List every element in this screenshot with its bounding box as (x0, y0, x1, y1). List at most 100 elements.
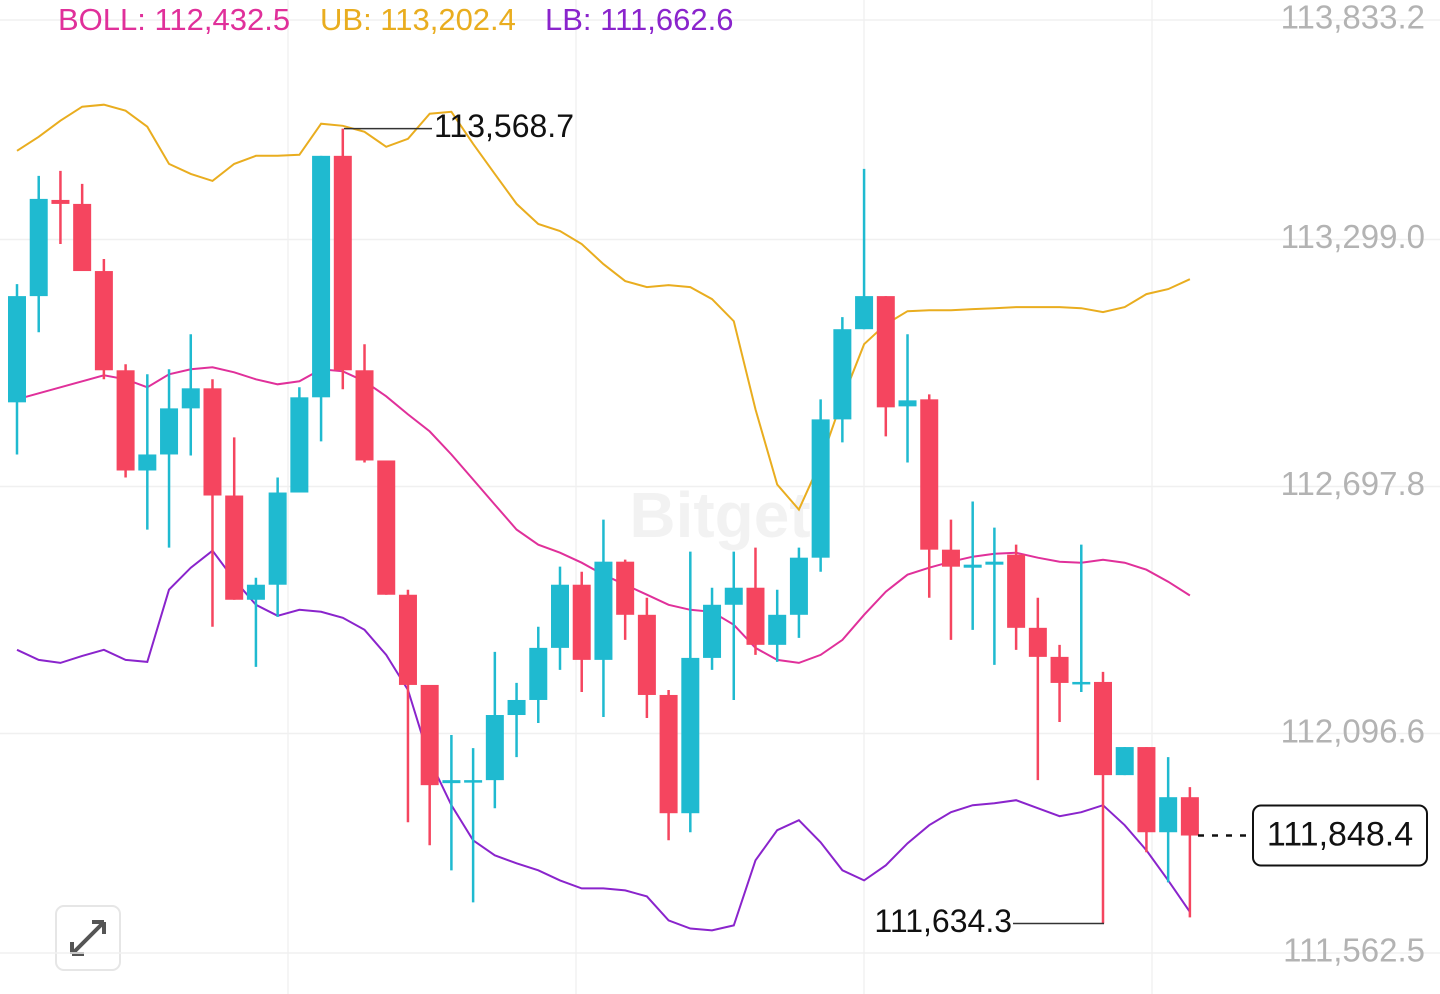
candle (985, 527, 1004, 665)
candle (1115, 747, 1134, 776)
candle (160, 369, 179, 548)
candle-body (51, 199, 70, 204)
y-tick-label: 112,697.8 (1281, 465, 1425, 502)
y-tick-label: 113,833.2 (1281, 0, 1425, 36)
candle (1050, 644, 1069, 722)
last-price-label: 111,848.4 (1267, 816, 1413, 854)
candle-body (398, 594, 417, 685)
candle (746, 547, 765, 655)
candle (116, 364, 135, 478)
candle (876, 296, 895, 437)
candle (594, 519, 613, 717)
candle (355, 344, 374, 463)
y-tick-label: 111,562.5 (1283, 932, 1425, 969)
candle-body (268, 492, 287, 585)
candle (420, 684, 439, 846)
candle-body (746, 587, 765, 645)
candle-body (181, 388, 200, 409)
candle-body (1094, 681, 1112, 776)
candle-body (789, 557, 808, 615)
candle (681, 551, 700, 833)
candle (203, 379, 222, 627)
candle (1137, 747, 1156, 853)
legend-item: UB: 113,202.4 (320, 2, 516, 37)
candle-body (464, 780, 483, 783)
candle-body (659, 694, 678, 814)
watermark: Bitget (629, 479, 810, 551)
candle-body (985, 561, 1004, 565)
candle-body (1159, 797, 1178, 833)
candle-body (8, 296, 26, 403)
candle-body (507, 699, 526, 716)
candle (616, 559, 635, 640)
candle-body (876, 296, 895, 408)
candle (268, 477, 287, 617)
candle (855, 168, 874, 330)
candle (246, 577, 265, 667)
candle (789, 547, 808, 638)
candle (724, 551, 743, 700)
candle-body (94, 271, 113, 371)
candle (485, 651, 504, 809)
candle (1159, 757, 1178, 883)
candle-body (681, 657, 700, 814)
candle-body (290, 397, 309, 493)
candle (138, 374, 157, 530)
candle-body (29, 198, 48, 297)
candle-body (160, 408, 179, 455)
candle-body (616, 561, 635, 615)
candle-body (833, 329, 852, 420)
candle-body (551, 584, 569, 648)
y-tick-label: 112,096.6 (1281, 712, 1425, 749)
candle-body (312, 155, 331, 398)
candle-body (855, 296, 874, 330)
candle-body (203, 388, 222, 496)
candle-body (138, 454, 157, 471)
candle-body (594, 561, 613, 660)
candle (29, 175, 48, 333)
candle-body (724, 587, 743, 605)
candle-body (703, 604, 722, 658)
candle-body (1028, 627, 1047, 657)
candle (1028, 597, 1047, 781)
candle-body (377, 460, 396, 595)
candle (1007, 544, 1026, 650)
candle (551, 566, 569, 670)
candle (637, 597, 656, 719)
candle-body (116, 370, 135, 471)
candle (507, 682, 526, 758)
candle (920, 394, 939, 598)
candle (333, 128, 352, 390)
candle-body (963, 564, 982, 568)
annotation-label: 111,634.3 (874, 903, 1012, 939)
candle-body (442, 780, 461, 784)
candle (51, 170, 70, 245)
candle-body (637, 614, 656, 695)
y-tick-label: 113,299.0 (1281, 218, 1425, 255)
candle-body (1137, 747, 1156, 833)
candle-body (1180, 797, 1199, 836)
band-line (16, 103, 1191, 512)
candle-body (333, 155, 352, 371)
expand-icon[interactable] (70, 920, 106, 956)
candle (290, 387, 309, 493)
legend-item: BOLL: 112,432.5 (58, 2, 290, 37)
candle (94, 259, 113, 380)
last-price-box (1252, 804, 1428, 867)
candle (377, 460, 396, 595)
candle-body (811, 419, 830, 558)
expand-button[interactable] (55, 905, 121, 971)
candle (312, 155, 331, 442)
candle (833, 317, 852, 443)
candle (73, 183, 92, 272)
candle-body (1050, 656, 1069, 683)
candle (1094, 671, 1112, 924)
candle-body (529, 647, 548, 700)
candle (8, 284, 26, 455)
candle (225, 437, 244, 600)
candle (572, 571, 591, 692)
candle (963, 501, 982, 630)
candle-body (485, 715, 504, 781)
